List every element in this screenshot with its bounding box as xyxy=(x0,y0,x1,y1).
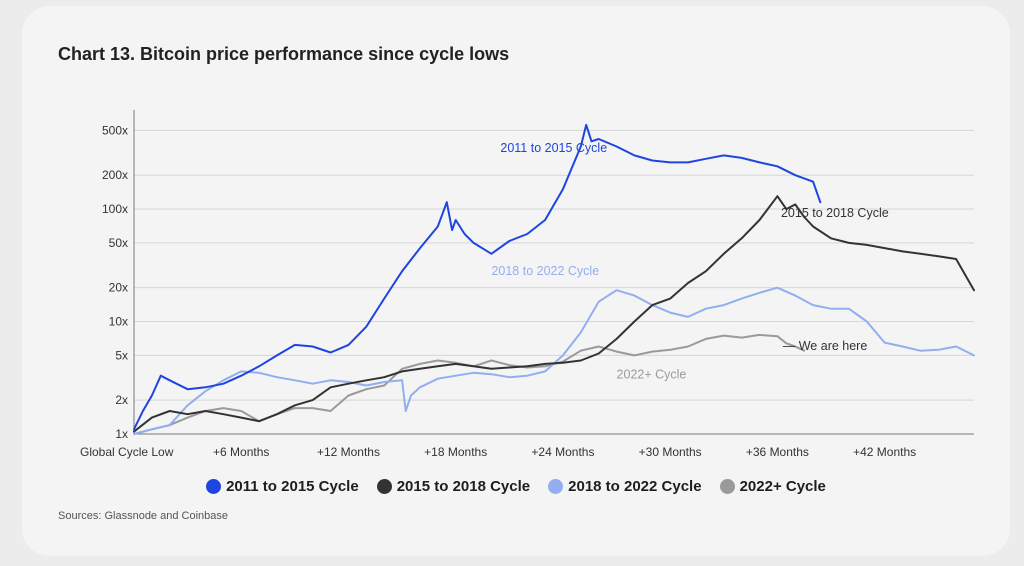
chart-card: Chart 13. Bitcoin price performance sinc… xyxy=(22,6,1010,556)
legend-label: 2022+ Cycle xyxy=(739,478,826,495)
y-tick-label: 100x xyxy=(102,202,128,216)
y-tick-label: 10x xyxy=(109,315,128,329)
x-tick-label: Global Cycle Low xyxy=(80,445,174,459)
y-tick-label: 1x xyxy=(115,427,128,441)
chart-plot: 1x 2x 5x 10x 20x 50x 100x 200x 500x Global Cycle … xyxy=(80,110,975,459)
legend-swatch xyxy=(206,479,222,494)
x-tick-label: +24 Months xyxy=(531,445,594,459)
x-tick-label: +18 Months xyxy=(424,445,487,459)
y-tick-label: 2x xyxy=(115,393,128,407)
annotation-label: 2022+ Cycle xyxy=(617,368,687,382)
legend-item: 2015 to 2018 Cycle xyxy=(376,478,531,495)
legend-swatch xyxy=(719,479,735,494)
legend-item: 2018 to 2022 Cycle xyxy=(548,478,702,495)
legend-label: 2015 to 2018 Cycle xyxy=(396,478,531,495)
y-tick-label: 20x xyxy=(109,281,128,295)
sources-note: Sources: Glassnode and Coinbase xyxy=(58,510,228,522)
legend-swatch xyxy=(548,479,564,494)
x-tick-label: +42 Months xyxy=(853,445,916,459)
y-tick-label: 5x xyxy=(115,348,128,362)
y-tick-label: 200x xyxy=(102,168,128,182)
chart-legend: 2011 to 2015 Cycle 2015 to 2018 Cycle 2018… xyxy=(22,478,1010,495)
annotation-label: 2018 to 2022 Cycle xyxy=(491,264,599,278)
legend-swatch xyxy=(376,479,392,494)
series-line-1 xyxy=(133,195,975,433)
x-tick-label: +36 Months xyxy=(746,445,809,459)
y-tick-label: 500x xyxy=(102,123,128,137)
legend-label: 2018 to 2022 Cycle xyxy=(568,478,702,495)
series-line-0 xyxy=(133,123,822,431)
y-tick-label: 50x xyxy=(109,236,128,250)
legend-item: 2011 to 2015 Cycle xyxy=(206,478,359,495)
x-tick-label: +6 Months xyxy=(213,445,269,459)
annotation-label: 2015 to 2018 Cycle xyxy=(781,206,889,220)
x-tick-label: +12 Months xyxy=(317,445,380,459)
annotation-label: 2011 to 2015 Cycle xyxy=(500,141,607,155)
legend-item: 2022+ Cycle xyxy=(719,478,826,495)
chart-title: Chart 13. Bitcoin price performance sinc… xyxy=(58,44,510,64)
annotation-label: — We are here xyxy=(783,339,868,353)
legend-label: 2011 to 2015 Cycle xyxy=(226,478,359,495)
series-line-2 xyxy=(133,286,975,435)
series-line-3 xyxy=(133,333,806,435)
x-tick-label: +30 Months xyxy=(639,445,702,459)
